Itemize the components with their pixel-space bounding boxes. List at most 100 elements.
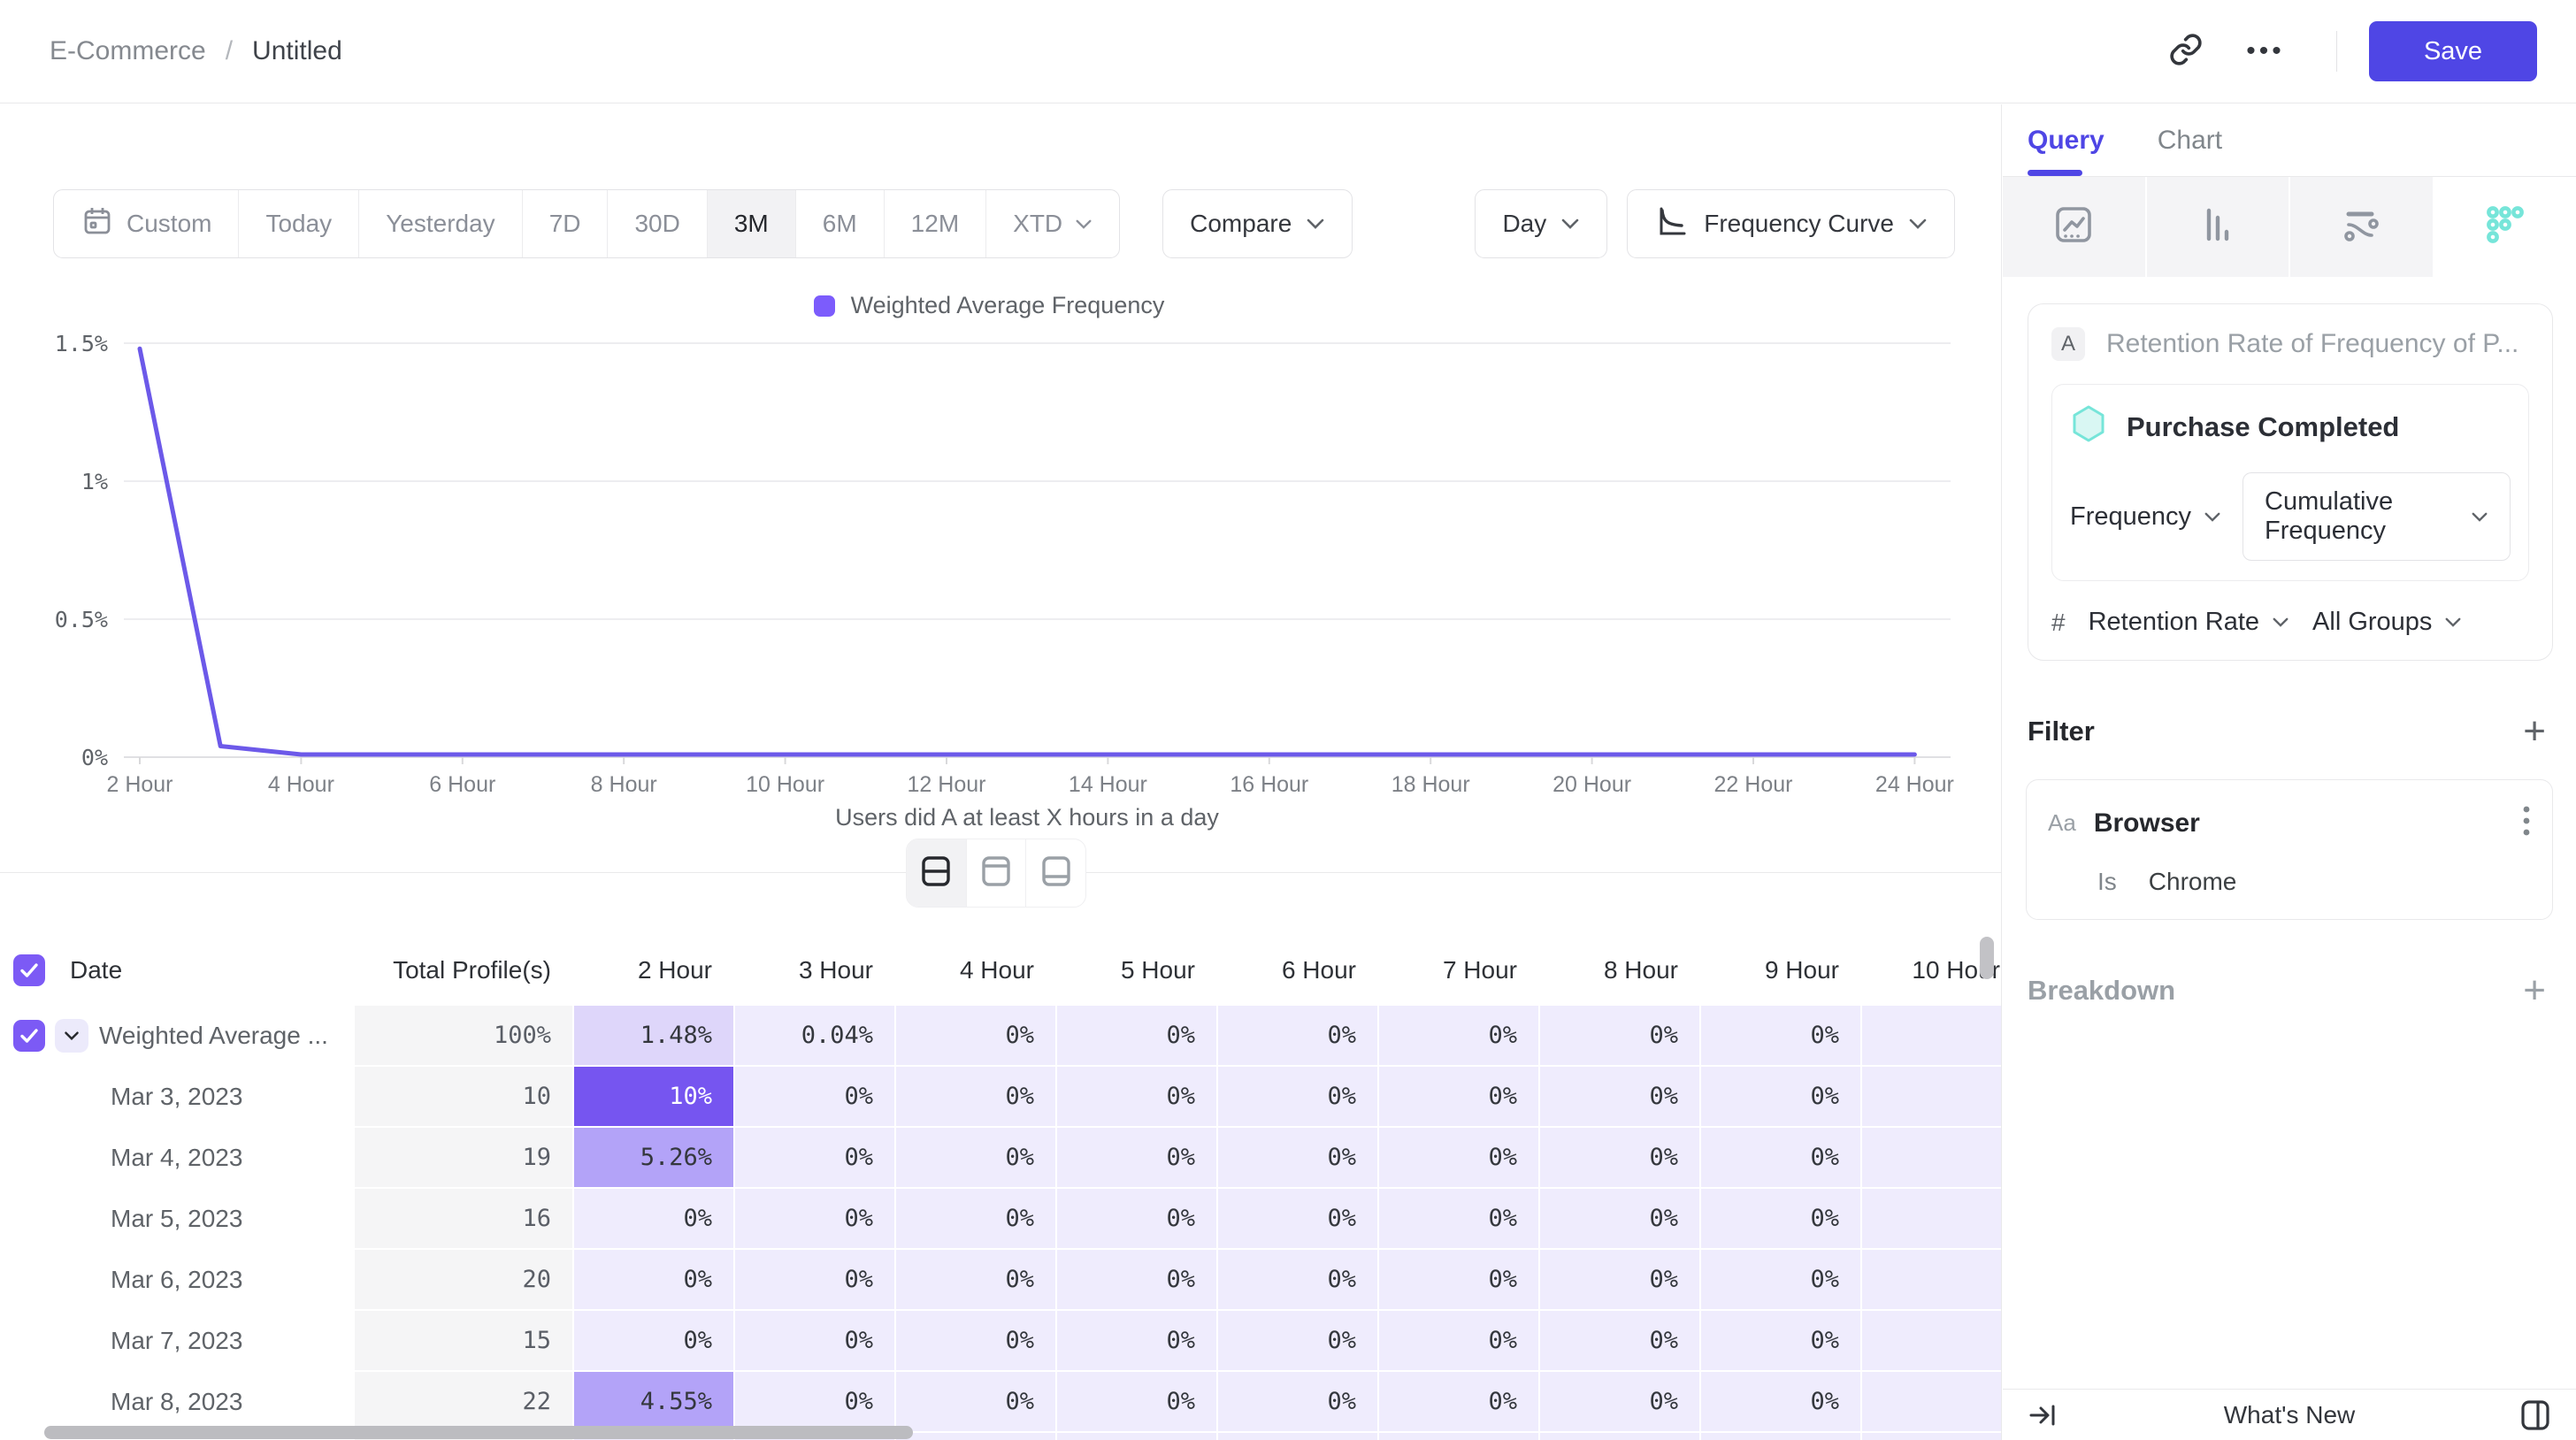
- column-header-2-hour[interactable]: 2 Hour: [574, 937, 735, 1006]
- total-profiles-cell: 15: [355, 1311, 574, 1372]
- row-label: Mar 3, 2023: [111, 1082, 243, 1110]
- side-by-side-toggle-button[interactable]: [2516, 1396, 2555, 1435]
- table-row[interactable]: Mar 4, 2023 19 5.26% 0% 0% 0% 0% 0% 0% 0%: [0, 1128, 2001, 1189]
- tab-chart[interactable]: Chart: [2157, 125, 2223, 155]
- y-tick-label: 1.5%: [55, 331, 108, 356]
- range-custom[interactable]: Custom: [54, 190, 240, 257]
- measure-dropdown[interactable]: Retention Rate: [2089, 608, 2289, 637]
- compare-button[interactable]: Compare: [1162, 189, 1353, 258]
- row-label: Mar 5, 2023: [111, 1204, 243, 1232]
- value-cell: [1862, 1433, 2001, 1440]
- ellipsis-icon: •••: [2246, 36, 2285, 65]
- column-header-4-hour[interactable]: 4 Hour: [896, 937, 1057, 1006]
- hash-icon: #: [2051, 608, 2066, 636]
- value-cell: 0%: [1057, 1006, 1218, 1067]
- table-vertical-scrollbar[interactable]: [1980, 937, 1994, 979]
- layout-split-button[interactable]: [907, 839, 967, 907]
- range-today[interactable]: Today: [239, 190, 360, 257]
- value-cell: 0%: [1540, 1372, 1701, 1433]
- chart-legend[interactable]: Weighted Average Frequency: [0, 292, 1978, 319]
- row-label-cell: Mar 7, 2023: [0, 1311, 355, 1372]
- add-filter-button[interactable]: +: [2523, 709, 2546, 753]
- value-cell: 0%: [1057, 1189, 1218, 1250]
- report-type-retention[interactable]: [2434, 177, 2576, 277]
- x-tick-label: 6 Hour: [429, 772, 495, 797]
- chevron-down-icon: [2445, 617, 2461, 627]
- groups-dropdown[interactable]: All Groups: [2312, 608, 2462, 637]
- filter-property[interactable]: Browser: [2093, 808, 2200, 838]
- range-12m[interactable]: 12M: [885, 190, 987, 257]
- value-cell: 0%: [1701, 1250, 1862, 1311]
- x-tick-label: 10 Hour: [746, 772, 824, 797]
- range-label: 3M: [733, 210, 769, 237]
- table-row[interactable]: Mar 5, 2023 16 0% 0% 0% 0% 0% 0% 0% 0%: [0, 1189, 2001, 1250]
- column-header-9-hour[interactable]: 9 Hour: [1701, 937, 1862, 1006]
- report-type-flows[interactable]: [2290, 177, 2434, 277]
- column-header-7-hour[interactable]: 7 Hour: [1379, 937, 1540, 1006]
- chevron-down-icon: [2273, 617, 2288, 627]
- filter-value[interactable]: Chrome: [2148, 868, 2237, 895]
- table-row[interactable]: Mar 3, 2023 10 10% 0% 0% 0% 0% 0% 0% 0%: [0, 1067, 2001, 1128]
- value-cell: 0%: [1057, 1250, 1218, 1311]
- column-header-5-hour[interactable]: 5 Hour: [1057, 937, 1218, 1006]
- row-checkbox[interactable]: [13, 1019, 45, 1052]
- kebab-menu-icon[interactable]: [2522, 803, 2531, 843]
- layout-table-only-button[interactable]: [1026, 839, 1085, 907]
- split-pane-icon: [2521, 1399, 2549, 1430]
- legend-series-label: Weighted Average Frequency: [850, 292, 1165, 318]
- report-type-funnels[interactable]: [2146, 177, 2290, 277]
- range-7d[interactable]: 7D: [523, 190, 609, 257]
- table-row-summary[interactable]: Weighted Average ... 100% 1.48% 0.04% 0% 0% 0%…: [0, 1006, 2001, 1067]
- copy-link-button[interactable]: [2158, 23, 2214, 80]
- column-header-total-profile-s-[interactable]: Total Profile(s): [355, 937, 574, 1006]
- total-profiles-cell: 20: [355, 1250, 574, 1311]
- value-cell: 0%: [1540, 1128, 1701, 1189]
- event-card[interactable]: Purchase Completed Frequency Cumulative …: [2051, 384, 2529, 581]
- report-type-insights[interactable]: [2003, 177, 2147, 277]
- range-xtd[interactable]: XTD: [986, 190, 1119, 257]
- select-all-checkbox[interactable]: [13, 954, 45, 986]
- breadcrumb-project[interactable]: E-Commerce: [50, 36, 206, 65]
- query-title[interactable]: Retention Rate of Frequency of P...: [2106, 329, 2519, 358]
- value-cell: [896, 1433, 1057, 1440]
- range-label: 7D: [548, 210, 581, 237]
- table-horizontal-scrollbar[interactable]: [44, 1426, 913, 1439]
- chart-view-dropdown[interactable]: Frequency Curve: [1627, 189, 1955, 258]
- filter-card[interactable]: Aa Browser Is Chrome: [2026, 779, 2553, 920]
- granularity-dropdown[interactable]: Day: [1475, 189, 1608, 258]
- table-row[interactable]: Mar 7, 2023 15 0% 0% 0% 0% 0% 0% 0% 0%: [0, 1311, 2001, 1372]
- report-canvas: Custom Today Yesterday 7D 30D 3M 6M 12M XTD Comp…: [0, 104, 2002, 1440]
- frequency-dropdown[interactable]: Frequency: [2070, 502, 2221, 532]
- range-30d[interactable]: 30D: [608, 190, 708, 257]
- chevron-down-icon: [2204, 512, 2220, 522]
- column-header-8-hour[interactable]: 8 Hour: [1540, 937, 1701, 1006]
- value-cell: 0%: [1540, 1189, 1701, 1250]
- value-cell: 1.48%: [574, 1006, 735, 1067]
- column-header-6-hour[interactable]: 6 Hour: [1218, 937, 1379, 1006]
- frequency-curve-icon: [1654, 203, 1690, 245]
- value-cell: 0%: [1379, 1006, 1540, 1067]
- add-breakdown-button[interactable]: +: [2523, 969, 2546, 1012]
- table-row[interactable]: Mar 6, 2023 20 0% 0% 0% 0% 0% 0% 0% 0%: [0, 1250, 2001, 1311]
- flows-icon: [2336, 200, 2386, 254]
- filter-operator[interactable]: Is: [2097, 868, 2117, 895]
- range-6m[interactable]: 6M: [796, 190, 885, 257]
- tab-query[interactable]: Query: [2028, 104, 2104, 176]
- whats-new-link[interactable]: What's New: [2223, 1400, 2356, 1429]
- layout-chart-only-button[interactable]: [967, 839, 1027, 907]
- value-cell: [1540, 1433, 1701, 1440]
- range-3m[interactable]: 3M: [707, 190, 796, 257]
- collapse-panel-button[interactable]: [2026, 1398, 2059, 1432]
- frequency-type-dropdown[interactable]: Cumulative Frequency: [2242, 472, 2511, 561]
- column-header-3-hour[interactable]: 3 Hour: [735, 937, 896, 1006]
- table-row[interactable]: Mar 8, 2023 22 4.55% 0% 0% 0% 0% 0% 0% 0%: [0, 1372, 2001, 1433]
- more-menu-button[interactable]: •••: [2237, 23, 2294, 80]
- table-header-row: Date Total Profile(s) 2 Hour 3 Hour 4 Hour 5 …: [0, 937, 2001, 1006]
- range-yesterday[interactable]: Yesterday: [359, 190, 523, 257]
- save-button[interactable]: Save: [2369, 21, 2537, 81]
- frequency-curve-chart[interactable]: 0% 0.5% 1% 1.5% 2 Hour 4 Hour 6 Hour 8 Hour 10 H…: [0, 330, 2002, 843]
- event-name[interactable]: Purchase Completed: [2127, 410, 2400, 442]
- row-expander-button[interactable]: [55, 1018, 88, 1053]
- breadcrumb-report-name[interactable]: Untitled: [252, 36, 342, 65]
- value-cell: 0%: [574, 1250, 735, 1311]
